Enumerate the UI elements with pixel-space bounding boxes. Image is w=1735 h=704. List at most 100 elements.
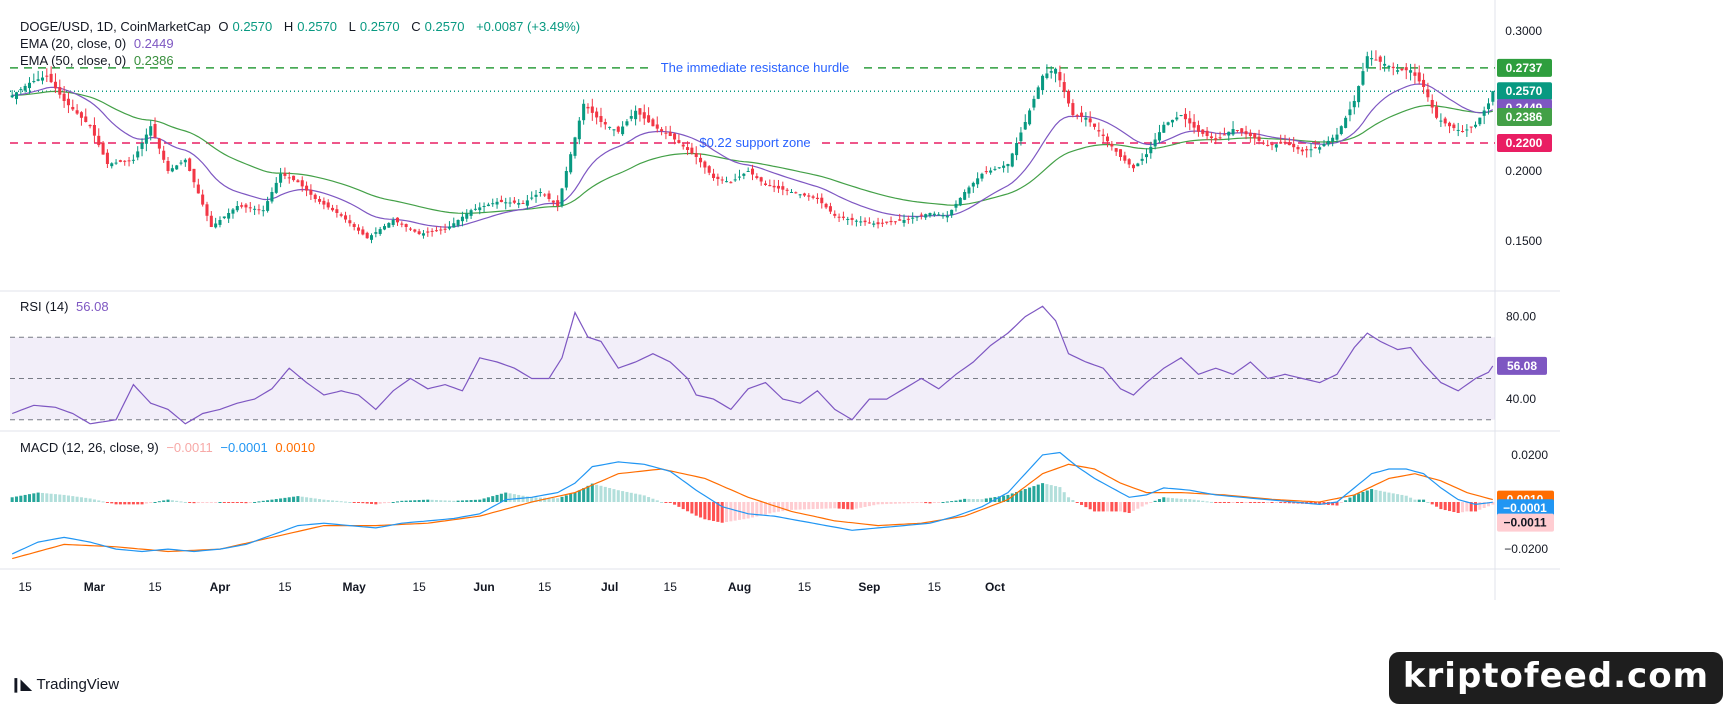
candle <box>382 223 387 231</box>
candle-body <box>499 199 503 203</box>
macd-histogram-bar <box>1486 502 1491 507</box>
macd-histogram-bar <box>374 502 378 505</box>
macd-histogram-bar <box>1067 497 1071 502</box>
x-tick-label: 15 <box>148 580 162 594</box>
macd-histogram-bar <box>331 500 335 502</box>
candle-body <box>1149 146 1153 154</box>
candle-body <box>1097 130 1101 132</box>
price-badge <box>1497 82 1552 101</box>
candle <box>789 188 793 193</box>
candle <box>915 216 919 222</box>
candle-body <box>785 189 789 191</box>
ema50-label: EMA (50, close, 0) <box>20 53 127 68</box>
candle <box>1179 114 1183 117</box>
candle <box>1036 85 1040 100</box>
macd-histogram-bar <box>655 500 659 502</box>
macd-histogram-bar <box>430 499 434 502</box>
macd-histogram-bar <box>1344 500 1348 502</box>
candle-body <box>45 75 49 77</box>
macd-histogram-bar <box>984 498 988 502</box>
macd-histogram-bar <box>136 502 140 505</box>
candle-body <box>292 175 296 181</box>
candle-body <box>10 95 14 98</box>
candle-body <box>1339 126 1343 135</box>
candle-body <box>993 168 997 170</box>
candle-body <box>616 126 620 132</box>
macd-histogram-bar <box>885 502 889 505</box>
macd-histogram-bar <box>1006 494 1010 502</box>
macd-histogram-bar <box>1430 502 1434 505</box>
candle-body <box>131 159 135 161</box>
candle-body <box>642 112 646 119</box>
candle <box>326 199 330 210</box>
macd-histogram-bar <box>53 494 57 502</box>
candle <box>582 99 586 125</box>
candle-body <box>361 229 365 235</box>
candle-body <box>253 208 257 210</box>
macd-histogram-bar <box>227 502 231 503</box>
macd-histogram-bar <box>1062 492 1066 502</box>
candle-body <box>434 230 438 232</box>
candle-body <box>110 163 114 167</box>
candle <box>318 196 322 205</box>
x-tick-label: Oct <box>985 580 1005 594</box>
macd-histogram-bar <box>1058 487 1062 502</box>
candle <box>62 85 66 108</box>
candle-body <box>1153 139 1157 147</box>
macd-histogram-bar <box>941 502 945 503</box>
candle-body <box>625 121 629 126</box>
candle-body <box>534 194 538 197</box>
x-tick-label: May <box>343 580 367 594</box>
candle <box>1248 129 1252 143</box>
candle <box>101 140 105 155</box>
candle <box>10 90 14 99</box>
macd-histogram-bar <box>755 502 759 517</box>
candle <box>1326 136 1330 147</box>
candle <box>699 153 703 168</box>
candle-body <box>850 217 854 220</box>
candle-body <box>144 134 148 144</box>
candle <box>859 216 863 227</box>
macd-histogram-bar <box>300 496 304 502</box>
tradingview-brand[interactable]: ❙◣ TradingView <box>10 676 119 693</box>
macd-histogram-bar <box>1261 502 1265 503</box>
ema20-line <box>12 83 1494 228</box>
candle <box>703 160 707 174</box>
candle <box>404 223 408 232</box>
candle-body <box>772 185 776 188</box>
candle <box>417 228 421 236</box>
candle <box>599 107 603 128</box>
macd-histogram-bar <box>19 495 23 502</box>
macd-histogram-bar <box>556 498 560 502</box>
candle-body <box>1240 128 1244 133</box>
candle <box>58 79 62 99</box>
candle-body <box>1010 153 1014 167</box>
candle <box>794 191 798 194</box>
candle <box>1439 113 1443 128</box>
candle-body <box>322 200 326 205</box>
macd-histogram-bar <box>1270 502 1274 503</box>
macd-histogram-bar <box>837 502 841 509</box>
rsi-tick-label: 80.00 <box>1506 310 1536 324</box>
macd-histogram-bar <box>1127 502 1131 513</box>
macd-label: MACD (12, 26, close, 9) <box>20 440 159 455</box>
macd-histogram-bar <box>560 496 564 502</box>
macd-histogram-bar <box>976 499 980 502</box>
macd-histogram-bar <box>417 500 421 502</box>
candle-body <box>1486 103 1491 110</box>
candle <box>1296 145 1300 154</box>
candle-body <box>755 176 759 178</box>
candle <box>1339 125 1343 136</box>
macd-histogram-bar <box>1136 502 1140 509</box>
candle <box>27 77 31 94</box>
candle <box>1318 145 1322 154</box>
candle <box>781 181 785 196</box>
candle <box>235 201 239 213</box>
candle-body <box>919 214 923 216</box>
candle-body <box>798 194 802 196</box>
macd-histogram-bar <box>919 502 923 503</box>
candle-body <box>374 232 378 234</box>
candle <box>1270 141 1274 151</box>
tradingview-label: TradingView <box>36 676 120 693</box>
